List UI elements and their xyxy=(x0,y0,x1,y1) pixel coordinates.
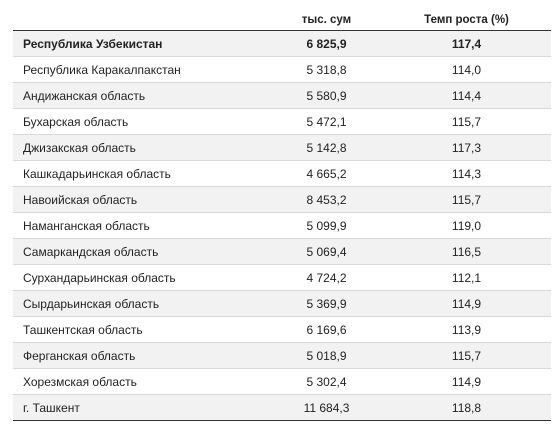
table-row: Хорезмская область 5 302,4 114,9 xyxy=(13,368,551,395)
table-body: Республика Узбекистан 6 825,9 117,4 Республ… xyxy=(13,30,551,421)
value-cell: 4 724,2 xyxy=(271,264,382,291)
growth-cell: 114,3 xyxy=(382,160,551,187)
growth-cell: 115,7 xyxy=(382,108,551,135)
table-header-row: тыс. сум Темп роста (%) xyxy=(13,10,551,31)
growth-cell: 115,7 xyxy=(382,186,551,213)
table-row: г. Ташкент 11 684,3 118,8 xyxy=(13,394,551,421)
header-value: тыс. сум xyxy=(271,10,382,31)
region-cell: Сырдарьинская область xyxy=(13,290,271,317)
growth-cell: 113,9 xyxy=(382,316,551,343)
region-cell: г. Ташкент xyxy=(13,394,271,421)
value-cell: 5 472,1 xyxy=(271,108,382,135)
value-cell: 5 580,9 xyxy=(271,82,382,109)
value-cell: 4 665,2 xyxy=(271,160,382,187)
table-row: Кашкадарьинская область 4 665,2 114,3 xyxy=(13,160,551,187)
value-cell: 11 684,3 xyxy=(271,394,382,421)
growth-cell: 114,9 xyxy=(382,290,551,317)
header-region xyxy=(13,10,271,31)
value-cell: 5 069,4 xyxy=(271,238,382,265)
value-cell: 5 142,8 xyxy=(271,134,382,161)
table-row: Наманганская область 5 099,9 119,0 xyxy=(13,212,551,239)
region-cell: Хорезмская область xyxy=(13,368,271,395)
growth-cell: 119,0 xyxy=(382,212,551,239)
value-cell: 6 825,9 xyxy=(271,30,382,57)
table-row: Бухарская область 5 472,1 115,7 xyxy=(13,108,551,135)
value-cell: 6 169,6 xyxy=(271,316,382,343)
growth-cell: 115,7 xyxy=(382,342,551,369)
header-growth: Темп роста (%) xyxy=(382,10,551,31)
growth-cell: 118,8 xyxy=(382,394,551,421)
growth-cell: 117,4 xyxy=(382,30,551,57)
table-row: Андижанская область 5 580,9 114,4 xyxy=(13,82,551,109)
table-row: Ташкентская область 6 169,6 113,9 xyxy=(13,316,551,343)
region-cell: Джизакская область xyxy=(13,134,271,161)
region-cell: Андижанская область xyxy=(13,82,271,109)
table-row-total: Республика Узбекистан 6 825,9 117,4 xyxy=(13,30,551,57)
region-cell: Республика Каракалпакстан xyxy=(13,56,271,83)
growth-cell: 117,3 xyxy=(382,134,551,161)
growth-cell: 114,4 xyxy=(382,82,551,109)
salary-table-container: тыс. сум Темп роста (%) Республика Узбек… xyxy=(13,10,551,421)
growth-cell: 112,1 xyxy=(382,264,551,291)
region-cell: Ферганская область xyxy=(13,342,271,369)
growth-cell: 114,9 xyxy=(382,368,551,395)
table-header: тыс. сум Темп роста (%) xyxy=(13,10,551,31)
value-cell: 5 018,9 xyxy=(271,342,382,369)
growth-cell: 116,5 xyxy=(382,238,551,265)
region-cell: Навоийская область xyxy=(13,186,271,213)
region-cell: Сурхандарьинская область xyxy=(13,264,271,291)
region-cell: Бухарская область xyxy=(13,108,271,135)
value-cell: 5 302,4 xyxy=(271,368,382,395)
region-cell: Кашкадарьинская область xyxy=(13,160,271,187)
table-row: Сурхандарьинская область 4 724,2 112,1 xyxy=(13,264,551,291)
region-cell: Ташкентская область xyxy=(13,316,271,343)
region-cell: Республика Узбекистан xyxy=(13,30,271,57)
table-row: Самаркандская область 5 069,4 116,5 xyxy=(13,238,551,265)
table-row: Ферганская область 5 018,9 115,7 xyxy=(13,342,551,369)
table-row: Навоийская область 8 453,2 115,7 xyxy=(13,186,551,213)
regional-salary-table: тыс. сум Темп роста (%) Республика Узбек… xyxy=(13,10,551,421)
value-cell: 8 453,2 xyxy=(271,186,382,213)
growth-cell: 114,0 xyxy=(382,56,551,83)
region-cell: Наманганская область xyxy=(13,212,271,239)
table-row: Джизакская область 5 142,8 117,3 xyxy=(13,134,551,161)
region-cell: Самаркандская область xyxy=(13,238,271,265)
value-cell: 5 318,8 xyxy=(271,56,382,83)
value-cell: 5 099,9 xyxy=(271,212,382,239)
table-row: Сырдарьинская область 5 369,9 114,9 xyxy=(13,290,551,317)
table-row: Республика Каракалпакстан 5 318,8 114,0 xyxy=(13,56,551,83)
value-cell: 5 369,9 xyxy=(271,290,382,317)
